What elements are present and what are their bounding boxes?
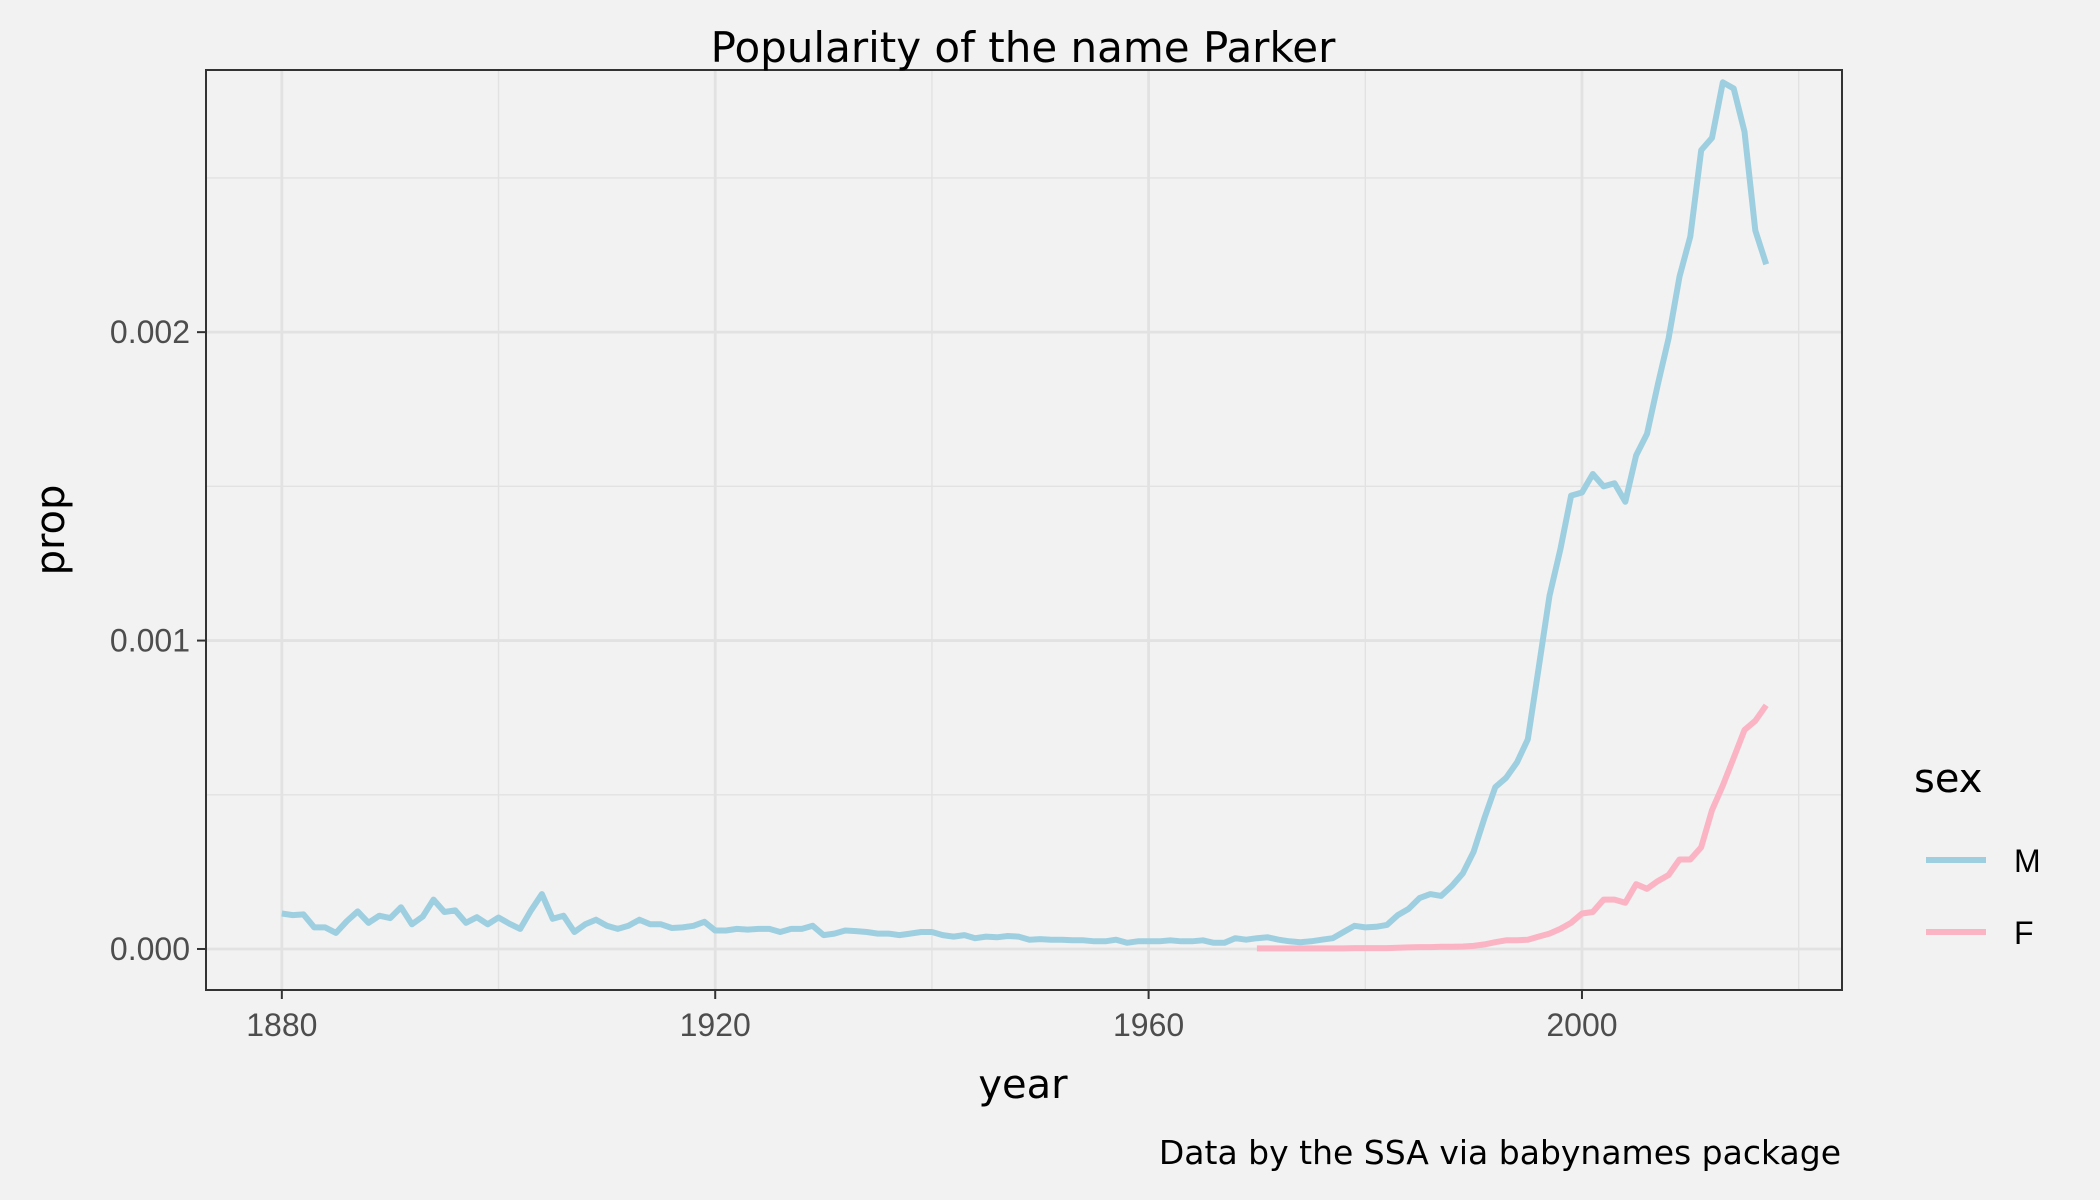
chart-caption: Data by the SSA via babynames package xyxy=(1159,1133,1841,1172)
y-tick-label: 0.002 xyxy=(110,314,190,350)
x-tick-label: 1960 xyxy=(1113,1007,1184,1043)
series-layer xyxy=(281,79,1770,952)
plot-border xyxy=(205,69,1843,991)
y-tick-label: 0.001 xyxy=(110,623,190,659)
gridlines xyxy=(206,70,1842,990)
series-line-m xyxy=(281,79,1770,946)
x-axis-title: year xyxy=(978,1062,1068,1108)
axes: 1880 1920 1960 2000 0.000 0.001 0.002 xyxy=(110,314,1618,1043)
legend: sex MF xyxy=(1914,756,2041,951)
legend-label-m: M xyxy=(2014,843,2041,879)
x-tick-label: 1920 xyxy=(680,1007,751,1043)
y-axis-title: prop xyxy=(28,485,74,576)
y-tick-label: 0.000 xyxy=(110,931,190,967)
x-tick-label: 1880 xyxy=(246,1007,317,1043)
legend-label-f: F xyxy=(2014,915,2034,951)
chart-title: Popularity of the name Parker xyxy=(711,23,1337,72)
series-line-f xyxy=(1256,703,1769,952)
legend-title: sex xyxy=(1914,756,1982,802)
plot-background xyxy=(206,70,1842,990)
x-tick-label: 2000 xyxy=(1546,1007,1617,1043)
